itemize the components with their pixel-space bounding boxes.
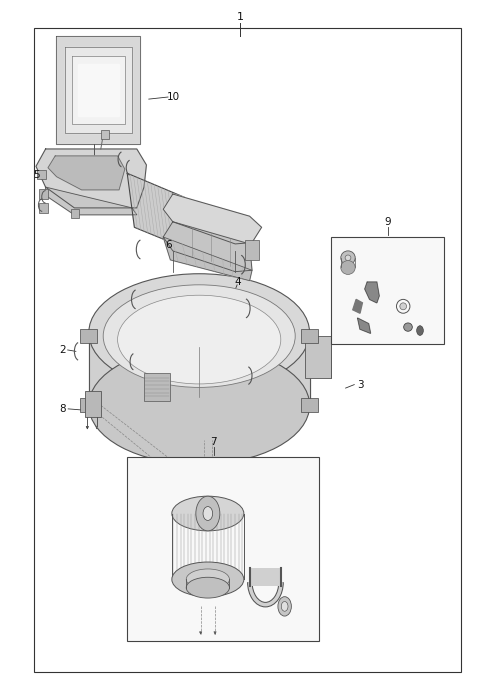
Text: 10: 10 [167, 92, 180, 102]
Bar [101, 130, 109, 139]
Polygon shape [127, 173, 192, 251]
Bar [250, 568, 281, 586]
Circle shape [278, 597, 291, 616]
Ellipse shape [103, 285, 295, 387]
Bar [39, 203, 48, 213]
Bar [301, 329, 318, 343]
Ellipse shape [172, 562, 244, 597]
Polygon shape [78, 64, 119, 116]
Text: 6: 6 [166, 240, 172, 250]
Bar [127, 457, 319, 641]
Bar [301, 398, 318, 412]
Text: 7: 7 [210, 437, 217, 447]
Ellipse shape [89, 274, 310, 392]
Circle shape [196, 496, 220, 531]
Polygon shape [48, 156, 125, 190]
Bar [305, 336, 331, 378]
Polygon shape [89, 338, 310, 405]
Ellipse shape [400, 303, 407, 310]
Circle shape [203, 507, 213, 520]
Polygon shape [46, 187, 137, 215]
Polygon shape [358, 318, 371, 333]
Ellipse shape [345, 255, 351, 261]
Text: 8: 8 [59, 404, 66, 414]
Bar [85, 391, 101, 417]
Bar [34, 28, 461, 672]
Circle shape [417, 326, 423, 335]
Bar [80, 398, 97, 412]
Bar [144, 373, 170, 401]
Polygon shape [36, 149, 146, 208]
Ellipse shape [89, 346, 310, 464]
Bar [245, 240, 259, 260]
Ellipse shape [186, 577, 229, 598]
Polygon shape [163, 222, 252, 272]
Polygon shape [353, 299, 362, 313]
Ellipse shape [118, 295, 281, 384]
Polygon shape [57, 37, 140, 144]
Polygon shape [365, 282, 379, 303]
Ellipse shape [172, 496, 244, 531]
Ellipse shape [404, 323, 412, 331]
Ellipse shape [341, 251, 355, 265]
Text: 5: 5 [33, 170, 39, 179]
Polygon shape [163, 237, 252, 281]
Ellipse shape [186, 569, 229, 590]
Bar [39, 189, 48, 199]
Text: 1: 1 [237, 12, 243, 22]
Polygon shape [72, 56, 125, 125]
Text: 4: 4 [235, 277, 241, 287]
Bar [37, 170, 46, 179]
Polygon shape [65, 47, 132, 133]
Circle shape [281, 602, 288, 611]
Bar [80, 329, 97, 343]
Text: 3: 3 [357, 380, 363, 389]
Bar [71, 209, 79, 218]
Polygon shape [163, 194, 262, 244]
Ellipse shape [341, 261, 355, 274]
Text: 9: 9 [384, 217, 391, 227]
Bar [331, 237, 444, 344]
Text: 2: 2 [59, 345, 66, 355]
